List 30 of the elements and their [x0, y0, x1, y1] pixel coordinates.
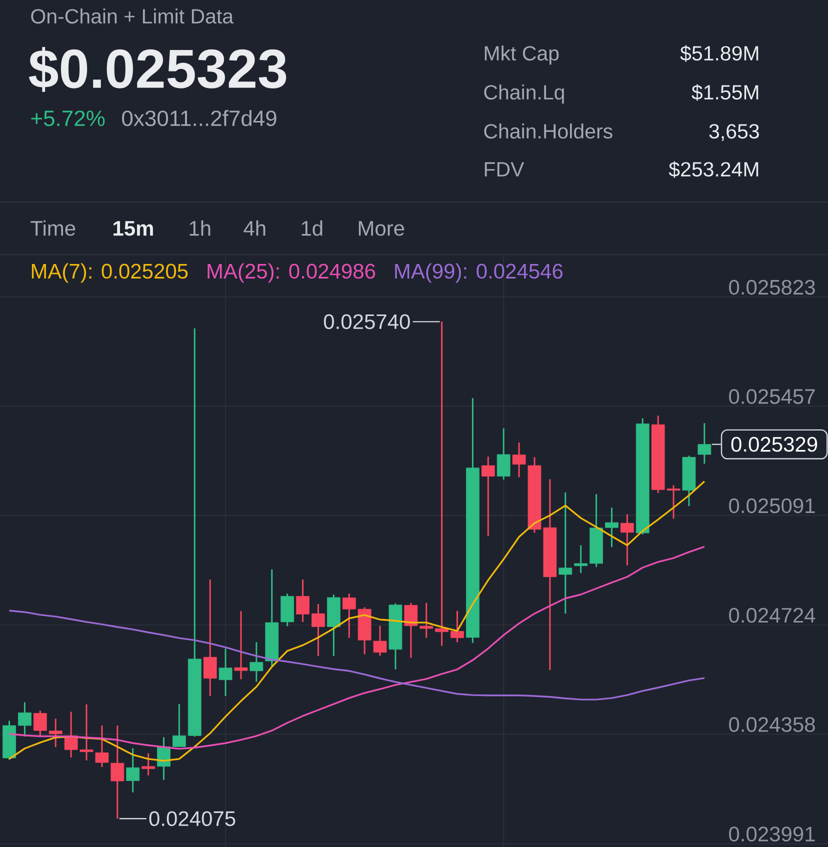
text: $51.89M [680, 45, 758, 62]
annotation: 0.024075 [149, 811, 236, 826]
y-tick-label: 0.025823 [729, 280, 815, 295]
text: +5.72% [31, 110, 105, 126]
y-tick-label: 0.023991 [729, 826, 815, 842]
y-tick-label: 0.025091 [729, 498, 815, 514]
text: $253.24M [668, 161, 758, 178]
text: Mkt Cap [484, 46, 559, 65]
text: MA(99): 0.024546 [395, 263, 563, 283]
chart-title: $0.025323 [28, 46, 286, 92]
text: 1h [190, 220, 210, 236]
chart-subtitle: On-Chain + Limit Data [31, 8, 234, 24]
text: 0.025329 [731, 436, 818, 452]
text: MA(25): 0.024986 [208, 263, 376, 283]
text: 3,653 [709, 124, 759, 142]
y-tick-label: 0.024358 [729, 717, 815, 732]
text: FDV [484, 162, 524, 176]
text: 0x3011...2f7d49 [122, 110, 276, 126]
text: 4h [244, 220, 266, 236]
text: $1.55M [692, 84, 758, 101]
annotation: 0.025740 [324, 314, 410, 330]
y-tick-label: 0.025457 [729, 389, 815, 404]
y-tick-label: 0.024724 [729, 608, 816, 623]
text: 1d [302, 220, 322, 236]
text: More [358, 221, 404, 236]
text: MA(7): 0.025205 [32, 263, 188, 283]
text: Time [30, 220, 76, 236]
text: Chain.Lq [484, 84, 564, 104]
text: Chain.Holders [484, 124, 612, 139]
text: 15m [114, 221, 153, 236]
